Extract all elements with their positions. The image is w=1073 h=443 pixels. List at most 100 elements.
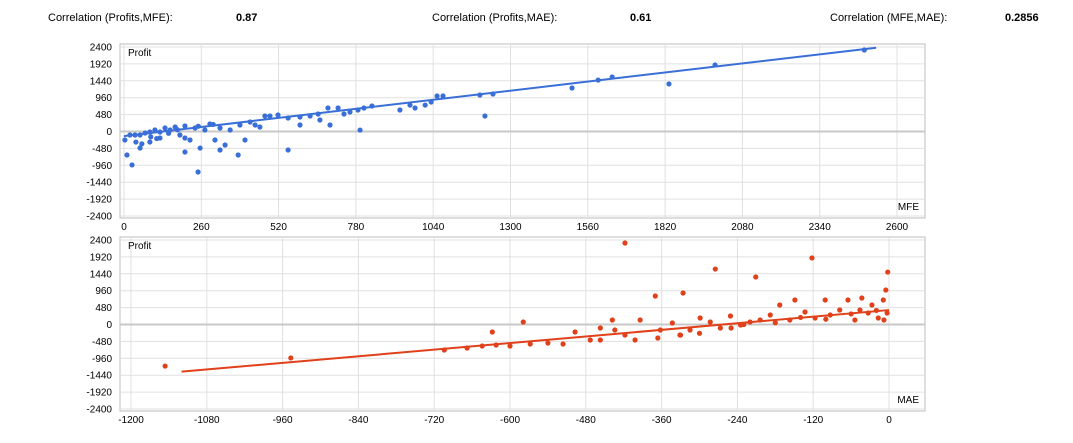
data-point: [527, 341, 533, 347]
data-point: [587, 337, 593, 343]
data-point: [341, 111, 347, 117]
data-point: [434, 93, 440, 99]
x-tick-label: 0: [886, 415, 892, 426]
data-point: [837, 307, 843, 313]
data-point: [335, 105, 341, 111]
y-tick-label: -960: [92, 354, 112, 365]
data-point: [869, 302, 875, 308]
data-point: [597, 325, 603, 331]
data-point: [507, 343, 513, 349]
data-point: [696, 330, 703, 336]
x-tick-label: 780: [348, 222, 365, 233]
x-tick-label: 1040: [422, 222, 445, 233]
x-tick-label: -600: [500, 415, 520, 426]
data-point: [217, 125, 223, 131]
data-point: [753, 274, 759, 280]
data-point: [285, 147, 291, 153]
x-tick-label: 1820: [654, 222, 677, 233]
data-point: [597, 337, 603, 343]
x-tick-label: -1080: [194, 415, 220, 426]
data-point: [884, 310, 890, 316]
data-point: [237, 122, 243, 128]
data-point: [182, 149, 188, 155]
y-tick-label: 480: [95, 110, 112, 121]
data-point: [637, 317, 643, 323]
data-point: [397, 107, 403, 113]
x-axis-label: MAE: [897, 395, 919, 406]
data-point: [242, 137, 248, 143]
x-tick-label: 1300: [499, 222, 522, 233]
data-point: [666, 81, 672, 87]
data-point: [252, 122, 258, 128]
data-point: [327, 122, 333, 128]
data-point: [822, 297, 828, 303]
y-tick-label: 480: [95, 303, 112, 314]
data-point: [802, 309, 808, 315]
x-tick-label: 2340: [809, 222, 832, 233]
data-point: [139, 141, 145, 147]
y-tick-label: -1440: [86, 371, 112, 382]
data-point: [792, 297, 798, 303]
y-tick-label: 1920: [90, 59, 113, 70]
data-point: [772, 320, 778, 326]
y-tick-label: 1920: [90, 252, 113, 263]
trend-line: [181, 309, 890, 373]
x-tick-label: -720: [424, 415, 444, 426]
data-point: [712, 266, 718, 272]
data-point: [687, 327, 693, 333]
data-point: [154, 135, 160, 142]
data-point: [297, 122, 303, 128]
data-point: [133, 139, 139, 145]
data-point: [235, 152, 241, 158]
data-point: [482, 113, 488, 119]
y-tick-label: 960: [95, 93, 112, 104]
corr-mfe-mae-value: 0.2856: [1005, 12, 1039, 24]
data-point: [357, 127, 363, 133]
data-point: [622, 240, 628, 246]
data-point: [317, 117, 323, 123]
data-point: [257, 124, 263, 130]
data-point: [852, 317, 858, 323]
data-point: [124, 152, 130, 158]
corr-profit-mfe-label: Correlation (Profits,MFE):: [48, 12, 173, 24]
x-tick-label: -240: [727, 415, 747, 426]
y-tick-label: 1440: [90, 269, 113, 280]
data-point: [612, 327, 618, 333]
data-point: [267, 113, 273, 119]
data-point: [728, 325, 734, 331]
data-point: [652, 293, 658, 299]
x-tick-label: -360: [652, 415, 672, 426]
data-point: [609, 317, 615, 323]
data-point: [857, 307, 863, 313]
y-tick-label: -480: [92, 337, 112, 348]
y-tick-label: -1920: [86, 388, 112, 399]
data-point: [177, 132, 183, 138]
data-point: [147, 139, 153, 145]
data-point: [809, 255, 815, 261]
data-point: [222, 142, 228, 148]
data-point: [187, 137, 193, 143]
y-tick-label: 0: [106, 127, 112, 138]
data-point: [182, 123, 188, 129]
data-point: [569, 85, 575, 91]
y-tick-label: -1440: [86, 178, 112, 189]
y-tick-label: 2400: [90, 236, 113, 247]
data-point: [217, 147, 223, 153]
y-axis-label: Profit: [128, 48, 152, 59]
data-point: [288, 355, 294, 361]
x-tick-label: 2600: [886, 222, 909, 233]
data-point: [881, 317, 887, 323]
data-point: [707, 319, 713, 325]
y-tick-label: 1440: [90, 76, 113, 87]
data-point: [875, 315, 881, 321]
data-point: [655, 335, 661, 341]
data-point: [407, 102, 413, 108]
data-point: [883, 287, 889, 293]
data-point: [137, 145, 143, 151]
chart-panel-1: 0 260 520 780 1040 1300 1560 1820 2080 2340 2600 24…: [86, 43, 926, 233]
y-tick-label: -480: [92, 144, 112, 155]
data-point: [195, 169, 201, 175]
corr-mfe-mae-label: Correlation (MFE,MAE):: [830, 12, 948, 24]
data-point: [677, 332, 684, 338]
data-point: [148, 134, 154, 140]
